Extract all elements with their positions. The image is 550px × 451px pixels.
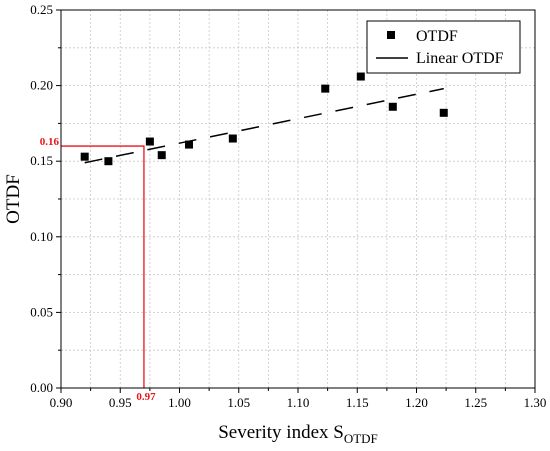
- data-point: [439, 108, 448, 117]
- x-axis-title: Severity index SOTDF: [218, 422, 378, 446]
- data-point: [321, 84, 330, 93]
- y-tick-label: 0.05: [30, 304, 53, 319]
- x-axis-title-subscript: OTDF: [344, 431, 378, 446]
- x-tick-label: 1.25: [464, 395, 487, 410]
- x-tick-label: 0.90: [50, 395, 73, 410]
- annotation-y-label: 0.16: [40, 136, 60, 148]
- data-point: [104, 157, 113, 166]
- legend-marker-otdf: [387, 31, 395, 39]
- y-tick-label: 0.15: [30, 153, 53, 168]
- x-axis-title-main: Severity index S: [218, 422, 344, 443]
- y-axis-title: OTDF: [3, 174, 24, 224]
- x-tick-label: 1.20: [405, 395, 428, 410]
- data-point: [228, 134, 237, 143]
- legend-label-linear-otdf: Linear OTDF: [416, 50, 504, 67]
- x-tick-label: 1.05: [227, 395, 250, 410]
- x-tick-label: 1.30: [524, 395, 547, 410]
- legend: OTDF Linear OTDF: [366, 20, 521, 74]
- data-point: [356, 72, 365, 81]
- x-tick-label: 0.95: [109, 395, 132, 410]
- data-point: [184, 140, 193, 149]
- data-series: [80, 72, 448, 166]
- x-tick-label: 1.15: [346, 395, 369, 410]
- data-point: [388, 102, 397, 111]
- y-tick-label: 0.10: [30, 229, 53, 244]
- annotation-x-label: 0.97: [136, 391, 156, 403]
- linear-fit-line: [84, 87, 444, 164]
- annotation-guide-line: [61, 145, 145, 388]
- y-tick-label: 0.00: [30, 380, 53, 395]
- grid-lines: [61, 10, 535, 388]
- legend-box: [366, 20, 521, 74]
- annotation-guide: 0.16 0.97: [40, 136, 156, 403]
- y-tick-label: 0.20: [30, 78, 53, 93]
- data-point: [145, 137, 154, 146]
- x-tick-label: 1.00: [168, 395, 191, 410]
- y-tick-label: 0.25: [30, 2, 53, 17]
- legend-label-otdf: OTDF: [416, 28, 458, 45]
- axis-ticks: 0.90 0.95 1.00 1.05 1.10 1.15 1.20 1.25 1.30 0.00…: [30, 2, 546, 410]
- data-point: [80, 152, 89, 161]
- data-point: [157, 151, 166, 160]
- x-tick-label: 1.10: [287, 395, 310, 410]
